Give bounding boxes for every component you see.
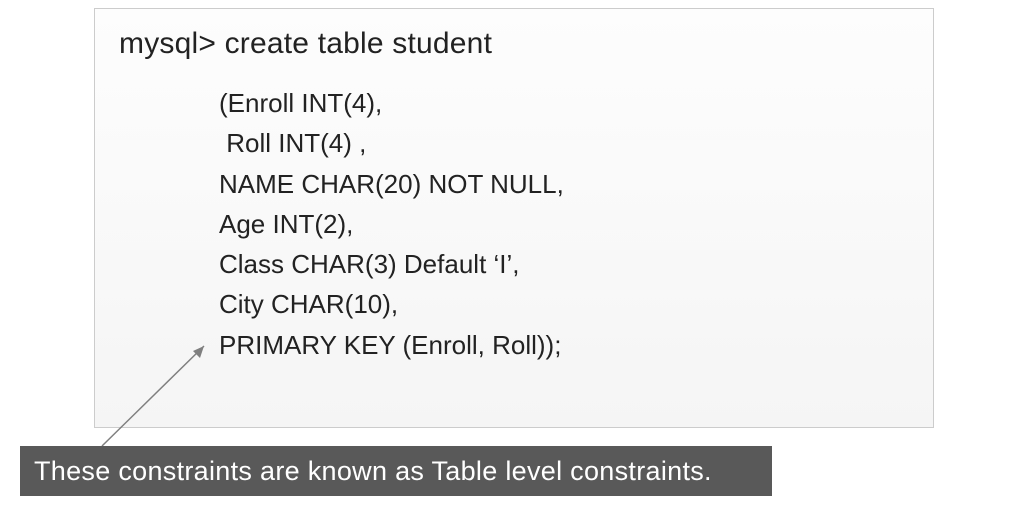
code-line: City CHAR(10),	[219, 284, 909, 324]
code-line: PRIMARY KEY (Enroll, Roll));	[219, 325, 909, 365]
callout-box: These constraints are known as Table lev…	[20, 446, 772, 496]
code-line: (Enroll INT(4),	[219, 83, 909, 123]
code-line: Class CHAR(3) Default ‘I’,	[219, 244, 909, 284]
code-line: Roll INT(4) ,	[219, 123, 909, 163]
code-line: Age INT(2),	[219, 204, 909, 244]
callout-text: These constraints are known as Table lev…	[34, 456, 712, 487]
code-box: mysql> create table student (Enroll INT(…	[94, 8, 934, 428]
code-lines: (Enroll INT(4), Roll INT(4) , NAME CHAR(…	[119, 83, 909, 365]
code-title: mysql> create table student	[119, 27, 909, 61]
code-line: NAME CHAR(20) NOT NULL,	[219, 164, 909, 204]
